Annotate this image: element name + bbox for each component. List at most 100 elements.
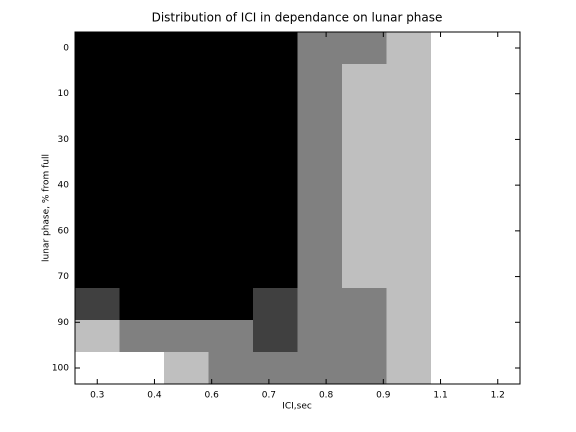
heatmap-cell [475,64,521,97]
heatmap-cell [297,160,343,193]
heatmap-cell [253,288,298,321]
heatmap-cell [208,64,254,97]
heatmap-cell [342,192,387,225]
y-tick-label: 90 [58,318,70,328]
heatmap-cell [475,224,521,257]
heatmap-cell [208,96,254,129]
heatmap-cell [75,128,120,161]
heatmap-cell [386,32,432,65]
heatmap-cell [75,160,120,193]
heatmap-cells [75,32,521,385]
heatmap-cell [253,192,298,225]
heatmap-cell [164,96,209,129]
heatmap-cell [253,352,298,385]
x-tick-label: 0.4 [147,391,162,401]
x-tick-label: 0.9 [376,391,391,401]
heatmap-cell [431,128,476,161]
y-tick-label: 30 [58,135,70,145]
y-tick-label: 100 [52,364,69,374]
heatmap-cell [208,32,254,65]
heatmap-cell [253,160,298,193]
heatmap-cell [431,192,476,225]
heatmap-cell [297,352,343,385]
heatmap-cell [386,352,432,385]
heatmap-cell [253,32,298,65]
heatmap-cell [297,192,343,225]
heatmap-cell [342,128,387,161]
heatmap-cell [75,64,120,97]
heatmap-cell [342,352,387,385]
heatmap-cell [475,320,521,353]
heatmap-cell [164,256,209,289]
heatmap-cell [431,224,476,257]
heatmap-cell [342,256,387,289]
heatmap-cell [253,256,298,289]
heatmap-cell [297,320,343,353]
y-tick-label: 70 [58,272,70,282]
heatmap-cell [297,128,343,161]
heatmap-cell [386,64,432,97]
heatmap-cell [386,96,432,129]
x-tick-label: 0.6 [205,391,220,401]
heatmap-cell [386,160,432,193]
heatmap-cell [119,192,165,225]
heatmap-cell [75,32,120,65]
heatmap-cell [119,352,165,385]
x-tick-label: 1.1 [433,391,447,401]
heatmap-cell [164,32,209,65]
heatmap-cell [208,128,254,161]
heatmap-cell [431,96,476,129]
y-tick-label: 60 [58,226,70,236]
heatmap-cell [253,96,298,129]
heatmap-cell [475,32,521,65]
heatmap-cell [119,224,165,257]
heatmap-cell [164,352,209,385]
heatmap-cell [119,128,165,161]
heatmap-cell [475,96,521,129]
heatmap-cell [253,128,298,161]
heatmap-cell [297,224,343,257]
heatmap-cell [297,32,343,65]
chart-title: Distribution of ICI in dependance on lun… [152,11,443,25]
heatmap-cell [342,320,387,353]
heatmap-cell [475,192,521,225]
heatmap-cell [431,32,476,65]
heatmap-cell [75,192,120,225]
heatmap-cell [119,320,165,353]
y-tick-label: 10 [58,89,70,99]
heatmap-cell [342,160,387,193]
heatmap-cell [297,96,343,129]
heatmap-cell [431,320,476,353]
heatmap-cell [431,352,476,385]
x-tick-label: 1.2 [491,391,505,401]
heatmap-cell [386,192,432,225]
y-tick-label: 40 [58,181,70,191]
heatmap-cell [297,64,343,97]
heatmap-cell [297,256,343,289]
heatmap-cell [386,256,432,289]
heatmap-cell [208,288,254,321]
heatmap-cell [342,32,387,65]
heatmap-cell [208,256,254,289]
heatmap-cell [75,320,120,353]
heatmap-cell [475,160,521,193]
heatmap-cell [342,64,387,97]
x-tick-label: 0.7 [262,391,276,401]
heatmap-cell [475,128,521,161]
heatmap-cell [431,288,476,321]
axes-box [74,31,521,385]
heatmap-cell [208,224,254,257]
heatmap-cell [164,224,209,257]
x-tick-label: 0.3 [90,391,104,401]
heatmap-cell [164,192,209,225]
heatmap-cell [386,224,432,257]
y-axis-label: lunar phase, % from full [42,154,52,262]
heatmap-cell [342,224,387,257]
heatmap-cell [164,160,209,193]
heatmap-cell [119,288,165,321]
heatmap-cell [164,128,209,161]
heatmap-cell [119,32,165,65]
x-tick-label: 0.8 [319,391,334,401]
